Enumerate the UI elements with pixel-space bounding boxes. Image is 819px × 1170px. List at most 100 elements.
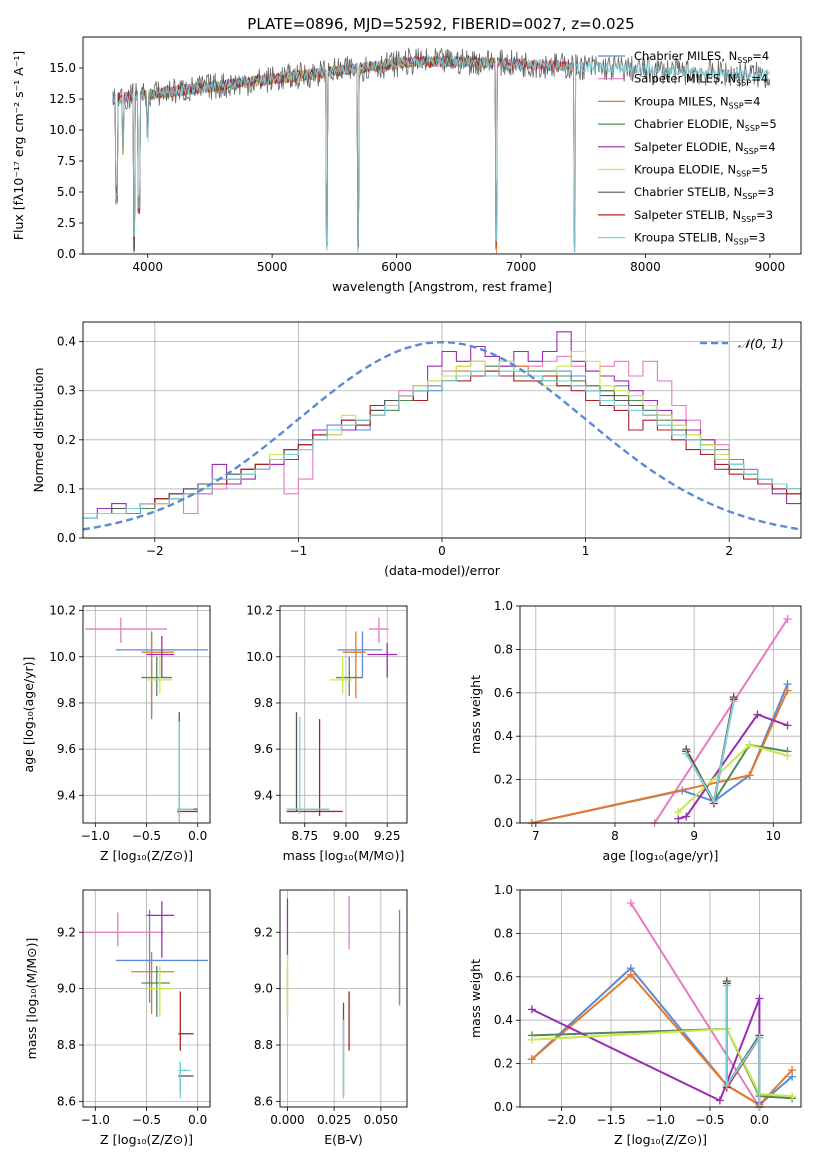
y-tick-label: 9.4 <box>254 788 273 802</box>
x-axis-label: E(B-V) <box>324 1132 363 1147</box>
salpeter_elodie-marker <box>527 1005 536 1014</box>
y-tick-label: 9.2 <box>254 925 273 939</box>
age_vs_mass-axes: 8.75 9.00 9.25 9.4 9.6 9.8 10.0 10.2 mass [log₁₀… <box>246 604 407 863</box>
y-tick-label: 1.0 <box>494 883 513 897</box>
y-tick-label: 0.4 <box>57 335 76 349</box>
y-tick-label: 10.0 <box>49 650 76 664</box>
kroupa_elodie-marker <box>783 751 792 760</box>
y-axis-label: age [log₁₀(age/yr)] <box>21 657 36 773</box>
y-tick-label: 0.0 <box>494 1100 513 1114</box>
y-tick-label: 12.5 <box>49 92 76 106</box>
spectrum-legend: Chabrier MILES, NSSP=4 Salpeter MILES, NS… <box>598 49 777 247</box>
y-axis-label: Normed distribution <box>31 368 46 493</box>
y-tick-label: 10.0 <box>246 650 273 664</box>
mass_vs_Z-axes: −1.0 −0.5 0.0 8.6 8.8 9.0 9.2 Z [log₁₀(Z/Z⊙)] ma… <box>24 890 210 1147</box>
x-tick-label: 6000 <box>381 260 412 274</box>
x-axis-label: Z [log₁₀(Z/Z⊙)] <box>100 848 193 863</box>
y-axis-label: mass weight <box>468 959 483 1038</box>
kroupa_miles-marker <box>783 686 792 695</box>
salpeter_elodie-histogram <box>83 331 801 515</box>
y-tick-label: 0.3 <box>57 384 76 398</box>
y-tick-label: 0.4 <box>494 1013 513 1027</box>
y-tick-label: 8.8 <box>254 1038 273 1052</box>
residual-histograms <box>83 331 801 531</box>
normal-curve <box>83 340 801 531</box>
y-tick-label: 8.6 <box>254 1094 273 1108</box>
y-tick-label: 0.0 <box>494 816 513 830</box>
kroupa_miles-marker <box>626 970 635 979</box>
kroupa_miles-marker <box>745 771 754 780</box>
salpeter_elodie-legend-label: Salpeter ELODIE, NSSP=4 <box>634 140 776 156</box>
y-tick-label: 10.2 <box>49 604 76 618</box>
x-tick-label: 9 <box>690 829 698 843</box>
weight_vs_Z-lines <box>527 899 797 1111</box>
kroupa_stelib-marker <box>722 981 731 990</box>
y-tick-label: 9.0 <box>57 982 76 996</box>
kroupa_elodie-marker <box>674 808 683 817</box>
kroupa_stelib-line <box>725 985 761 1107</box>
kroupa_stelib-marker <box>722 1081 731 1090</box>
salpeter_miles-line <box>629 902 761 1108</box>
x-tick-label: 9.00 <box>333 829 360 843</box>
x-tick-label: 9000 <box>755 260 786 274</box>
mass_vs_ebv-points <box>286 895 401 1099</box>
chabrier_elodie-legend-label: Chabrier ELODIE, NSSP=5 <box>634 117 777 133</box>
y-tick-label: 0.8 <box>494 926 513 940</box>
mass_vs_Z-frame <box>82 889 211 1108</box>
y-tick-label: 0.0 <box>57 531 76 545</box>
y-tick-label: 9.2 <box>57 925 76 939</box>
age_vs_mass-frame <box>279 605 408 824</box>
y-tick-label: 0.6 <box>494 970 513 984</box>
y-tick-label: 9.8 <box>57 696 76 710</box>
y-tick-label: 0.1 <box>57 482 76 496</box>
x-tick-label: 0.000 <box>270 1113 304 1127</box>
chabrier_stelib-legend-label: Chabrier STELIB, NSSP=3 <box>634 185 774 201</box>
x-tick-label: 9.25 <box>374 829 401 843</box>
spectrum-axes: 4000 5000 6000 7000 8000 9000 0.0 2.5 5.0 7.5 10.0… <box>11 51 785 294</box>
y-tick-label: 2.5 <box>57 216 76 230</box>
y-tick-label: 9.6 <box>57 742 76 756</box>
age_vs_Z-points <box>85 617 208 823</box>
x-tick-label: −0.5 <box>132 1113 161 1127</box>
y-axis-label: mass weight <box>468 675 483 754</box>
mass_vs_Z-points <box>81 901 208 1099</box>
kroupa_stelib-spectrum-line <box>112 55 771 252</box>
salpeter_elodie-marker <box>715 1096 724 1105</box>
salpeter_elodie-marker <box>753 710 762 719</box>
x-tick-label: 4000 <box>132 260 163 274</box>
x-tick-label: −1.0 <box>81 829 110 843</box>
x-tick-label: 0.0 <box>750 1113 769 1127</box>
y-tick-label: 0.6 <box>494 686 513 700</box>
y-axis-label: mass [log₁₀(M/M⊙)] <box>24 938 39 1060</box>
spectrum-lines <box>112 47 771 254</box>
x-axis-label: Z [log₁₀(Z/Z⊙)] <box>614 1132 707 1147</box>
x-tick-label: −2 <box>146 544 164 558</box>
y-tick-label: 0.2 <box>57 433 76 447</box>
x-tick-label: 2 <box>725 544 733 558</box>
x-tick-label: 8 <box>611 829 619 843</box>
y-axis-label: Flux [fλ10⁻¹⁷ erg cm⁻² s⁻¹ A⁻¹] <box>11 51 26 240</box>
salpeter_elodie-marker <box>682 812 691 821</box>
x-tick-label: −1.5 <box>596 1113 625 1127</box>
salpeter_elodie-marker <box>755 994 764 1003</box>
y-tick-label: 0.2 <box>494 773 513 787</box>
x-tick-label: 0.025 <box>317 1113 351 1127</box>
age_vs_mass-points <box>286 617 398 817</box>
y-tick-label: 9.6 <box>254 742 273 756</box>
y-tick-label: 0.4 <box>494 729 513 743</box>
weight_vs_Z-frame <box>519 889 802 1108</box>
salpeter_miles-line <box>653 618 789 824</box>
kroupa_stelib-legend-label: Kroupa STELIB, NSSP=3 <box>634 231 765 247</box>
kroupa_stelib-marker <box>755 1033 764 1042</box>
weight_vs_age-frame <box>519 605 802 824</box>
x-tick-label: −0.5 <box>695 1113 724 1127</box>
x-axis-label: Z [log₁₀(Z/Z⊙)] <box>100 1132 193 1147</box>
kroupa_stelib-histogram <box>83 370 801 519</box>
kroupa_stelib-marker <box>729 697 738 706</box>
kroupa_miles-marker <box>788 1066 797 1075</box>
y-tick-label: 0.8 <box>494 642 513 656</box>
weight_vs_age-lines <box>527 615 792 827</box>
kroupa_miles-legend-label: Kroupa MILES, NSSP=4 <box>634 94 760 110</box>
x-tick-label: 0 <box>438 544 446 558</box>
